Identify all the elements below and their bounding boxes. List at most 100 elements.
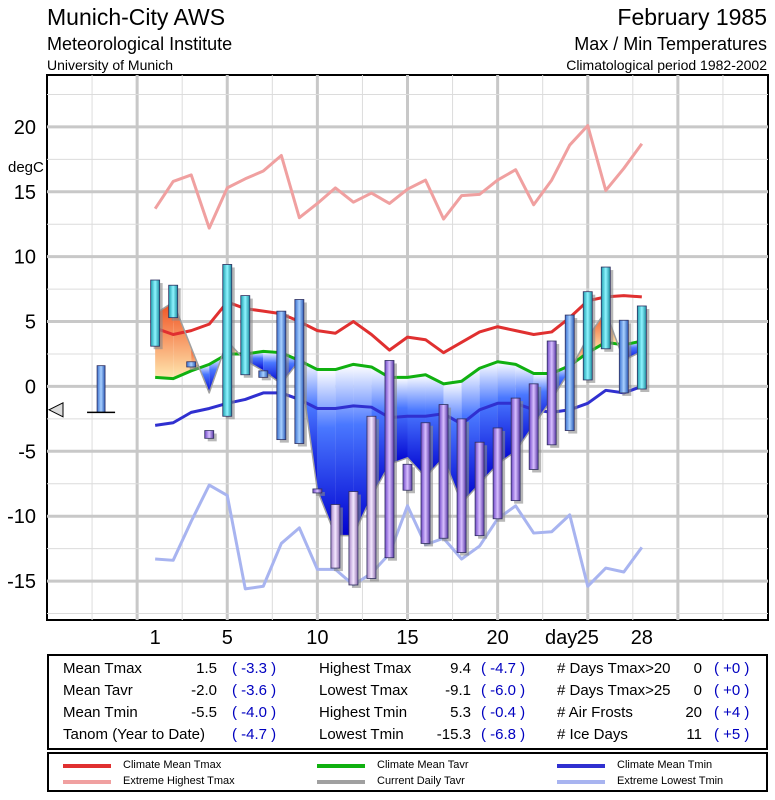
x-tick-label: 28 — [631, 627, 653, 649]
daily-range-bar — [456, 418, 467, 553]
y-tick-label: -15 — [7, 571, 36, 593]
series-climate-mean-tmin — [154, 385, 643, 427]
daily-range-bar — [366, 415, 377, 579]
stat-anomaly: ( -3.3 ) — [232, 660, 277, 677]
stat-label: Mean Tmax — [63, 660, 142, 677]
anomaly-fill — [173, 302, 192, 379]
legend: Climate Mean Tmax Climate Mean Tavr Climat… — [47, 752, 768, 792]
stat-value: -9.1 — [445, 682, 471, 699]
stat-value: 5.3 — [450, 704, 471, 721]
stat-anomaly: ( +0 ) — [714, 682, 750, 699]
daily-range-bar — [312, 488, 323, 494]
x-tick-label: 5 — [222, 627, 233, 649]
stat-label: # Ice Days — [557, 726, 628, 743]
stat-value: -15.3 — [436, 726, 471, 743]
stat-anomaly: ( -6.0 ) — [481, 682, 526, 699]
stat-anomaly: ( +0 ) — [714, 660, 750, 677]
daily-range-bar — [438, 404, 449, 539]
stat-label: # Days Tmax>25 — [557, 682, 671, 699]
stat-label: Mean Tavr — [63, 682, 133, 699]
month-title: February 1985 — [617, 4, 767, 30]
stat-label: # Days Tmax>20 — [557, 660, 671, 677]
legend-label: Climate Mean Tmin — [617, 759, 713, 771]
x-tick-label: 1 — [150, 627, 161, 649]
stat-label: Lowest Tmax — [319, 682, 408, 699]
university-label: University of Munich — [47, 57, 174, 73]
x-axis-label: day — [545, 627, 577, 649]
series-climate-mean-tmax — [154, 294, 642, 355]
series-extreme-highest-tmax — [153, 124, 644, 230]
stat-anomaly: ( +5 ) — [714, 726, 750, 743]
daily-range-bar — [330, 504, 341, 569]
daily-range-bar — [348, 491, 359, 586]
y-axis-label: degC — [8, 159, 44, 176]
stat-value: 1.5 — [196, 660, 217, 677]
x-tick-label: 10 — [306, 627, 328, 649]
daily-range-bar — [546, 340, 557, 446]
daily-range-bar — [258, 370, 269, 378]
climate-period-label: Climatological period 1982-2002 — [566, 57, 767, 73]
daily-bar-shadow — [189, 364, 199, 370]
legend-label: Extreme Highest Tmax — [123, 775, 235, 787]
stat-value: -2.0 — [191, 682, 217, 699]
stat-label: Tanom (Year to Date) — [63, 726, 206, 743]
stat-value: 11 — [686, 726, 702, 743]
stat-value: 0 — [693, 660, 702, 677]
daily-range-bar — [204, 430, 215, 439]
stat-value: 9.4 — [450, 660, 471, 677]
legend-label: Climate Mean Tavr — [377, 759, 469, 771]
daily-range-bar — [222, 264, 233, 417]
legend-swatch — [317, 764, 365, 768]
daily-range-bar — [492, 427, 503, 520]
stat-value: 20 — [685, 704, 702, 721]
legend-swatch — [317, 780, 365, 784]
series-extreme-lowest-tmin — [155, 483, 644, 591]
daily-range-bar — [150, 279, 161, 347]
legend-swatch — [557, 780, 605, 784]
legend-swatch — [63, 780, 111, 784]
x-tick-label: 15 — [396, 627, 418, 649]
daily-range-bar — [618, 319, 629, 394]
institute-label: Meteorological Institute — [47, 34, 233, 54]
stat-value: -5.5 — [191, 704, 217, 721]
stat-anomaly: ( -0.4 ) — [481, 704, 526, 721]
daily-range-bar — [186, 361, 197, 368]
statistics-table: Mean Tmax 1.5 ( -3.3 ) Mean Tavr -2.0 ( -3.6 … — [47, 654, 768, 750]
stat-anomaly: ( -3.6 ) — [232, 682, 277, 699]
stat-label: Highest Tmin — [319, 704, 408, 721]
stat-label: Lowest Tmin — [319, 726, 404, 743]
x-tick-label: 20 — [487, 627, 509, 649]
legend-label: Current Daily Tavr — [377, 775, 465, 787]
legend-swatch — [63, 764, 111, 768]
y-tick-label: -10 — [7, 506, 36, 528]
legend-label: Climate Mean Tmax — [123, 759, 222, 771]
daily-range-bar — [276, 310, 287, 441]
series-climate-mean-tavr — [155, 339, 643, 386]
daily-range-bar — [510, 397, 521, 502]
daily-range-bar — [474, 441, 485, 537]
daily-range-bar — [564, 314, 575, 431]
y-tick-label: 15 — [14, 182, 36, 204]
legend-swatch — [557, 764, 605, 768]
daily-range-bar — [582, 291, 593, 381]
month-mean-bar — [96, 365, 106, 413]
y-tick-label: -5 — [18, 441, 36, 463]
series-current-daily-tavr — [154, 301, 643, 537]
stat-anomaly: ( -4.7 ) — [232, 726, 277, 743]
legend-label: Extreme Lowest Tmin — [617, 775, 724, 787]
stat-anomaly: ( -4.0 ) — [232, 704, 277, 721]
daily-range-bar — [420, 422, 431, 544]
daily-range-bar — [294, 299, 305, 444]
daily-range-bar — [600, 266, 611, 350]
stat-label: # Air Frosts — [557, 704, 633, 721]
daily-bar-shadow — [315, 491, 325, 496]
chart-subtitle: Max / Min Temperatures — [574, 34, 767, 54]
stat-anomaly: ( -4.7 ) — [481, 660, 526, 677]
stat-anomaly: ( +4 ) — [714, 704, 750, 721]
y-tick-label: 20 — [14, 117, 36, 139]
y-tick-label: 10 — [14, 247, 36, 269]
station-title: Munich-City AWS — [47, 4, 226, 30]
stat-label: Mean Tmin — [63, 704, 138, 721]
y-tick-label: 0 — [25, 376, 36, 398]
stat-anomaly: ( -6.8 ) — [481, 726, 526, 743]
